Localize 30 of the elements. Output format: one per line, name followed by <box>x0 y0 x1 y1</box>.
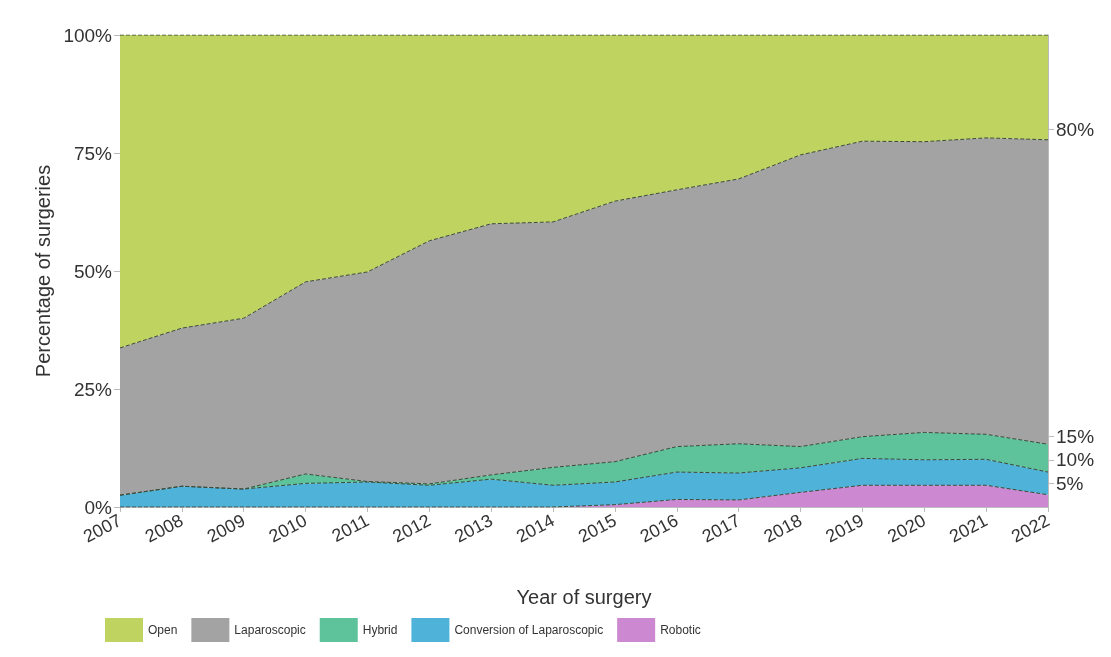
y-tick-label: 50% <box>73 260 113 282</box>
legend-label: Open <box>148 623 178 637</box>
x-tick-label: 2020 <box>884 510 929 547</box>
x-tick-label: 2008 <box>141 510 187 547</box>
x-tick-label: 2009 <box>203 510 249 547</box>
x-tick-label: 2019 <box>822 510 868 547</box>
x-tick-label: 2010 <box>265 510 311 547</box>
x-tick-label: 2018 <box>760 510 806 547</box>
y2-tick-label: 15% <box>1056 425 1095 447</box>
x-tick-label: 2021 <box>946 510 991 547</box>
legend-label: Hybrid <box>362 623 398 637</box>
y2-tick-label: 5% <box>1056 472 1084 494</box>
y-axis-title: Percentage of surgeries <box>31 164 54 378</box>
x-tick-label: 2016 <box>636 510 682 547</box>
legend-label: Conversion of Laparoscopic <box>454 623 604 637</box>
y-tick-label: 25% <box>73 378 113 400</box>
x-axis-title: Year of surgery <box>516 586 652 608</box>
y2-tick-label: 10% <box>1056 449 1095 471</box>
y-tick-label: 100% <box>63 24 113 46</box>
legend-label: Laparoscopic <box>234 623 306 637</box>
x-tick-label: 2015 <box>574 510 620 547</box>
x-tick-label: 2011 <box>328 510 373 546</box>
y2-tick-label: 80% <box>1056 118 1095 140</box>
y-tick-label: 75% <box>73 142 113 164</box>
x-tick-label: 2014 <box>513 510 558 547</box>
x-tick-label: 2012 <box>389 510 435 547</box>
x-tick-label: 2022 <box>1007 510 1053 547</box>
legend-label: Robotic <box>660 623 701 637</box>
x-tick-label: 2017 <box>698 510 744 547</box>
x-tick-label: 2013 <box>451 510 496 547</box>
